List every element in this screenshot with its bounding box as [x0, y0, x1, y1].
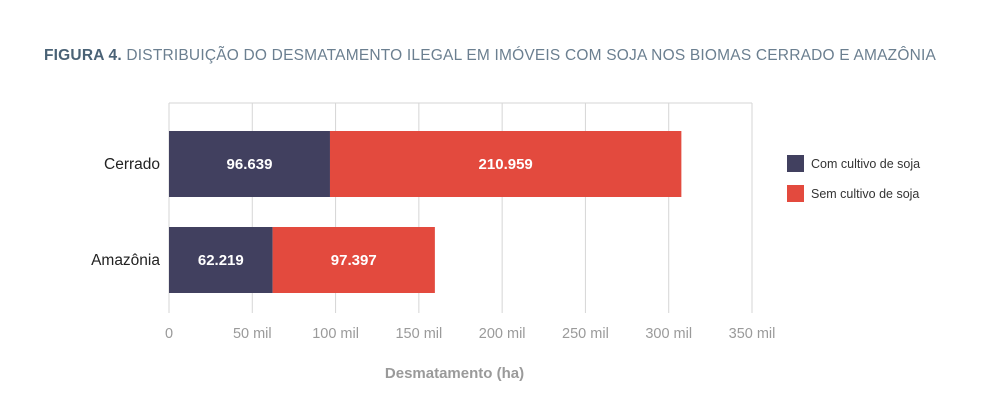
bar-segment [169, 227, 273, 293]
x-tick-label: 250 mil [562, 326, 609, 342]
legend: Com cultivo de soja Sem cultivo de soja [787, 155, 920, 202]
bars: 96.639 210.959 62.219 97.397 [169, 131, 682, 293]
legend-label: Com cultivo de soja [811, 157, 920, 171]
x-tick-label: 0 [165, 326, 173, 342]
x-tick-label: 350 mil [729, 326, 776, 342]
legend-label: Sem cultivo de soja [811, 187, 919, 201]
bar-value-label: 62.219 [198, 252, 244, 269]
bar-value-label: 97.397 [331, 252, 377, 269]
legend-swatch [787, 155, 804, 172]
x-tick-label: 300 mil [645, 326, 692, 342]
x-axis-ticks: 0 50 mil 100 mil 150 mil 200 mil 250 mil 300 m… [165, 326, 775, 342]
bar-value-label: 210.959 [479, 156, 533, 173]
x-tick-label: 50 mil [233, 326, 272, 342]
x-tick-label: 150 mil [395, 326, 442, 342]
figure-title: FIGURA 4. DISTRIBUIÇÃO DO DESMATAMENTO I… [44, 47, 936, 65]
legend-swatch [787, 185, 804, 202]
category-label: Cerrado [104, 156, 160, 173]
x-axis-label: Desmatamento (ha) [385, 365, 524, 382]
category-label: Amazônia [91, 252, 160, 269]
bar-segment [169, 131, 330, 197]
bar-segment [272, 227, 435, 293]
bar-value-label: 96.639 [227, 156, 273, 173]
figure-label: FIGURA 4. [44, 47, 122, 64]
y-axis-categories: Cerrado Amazônia [91, 156, 160, 269]
x-tick-label: 200 mil [479, 326, 526, 342]
bar-segment [329, 131, 682, 197]
x-tick-label: 100 mil [312, 326, 359, 342]
figure-title-text: DISTRIBUIÇÃO DO DESMATAMENTO ILEGAL EM I… [126, 47, 937, 64]
